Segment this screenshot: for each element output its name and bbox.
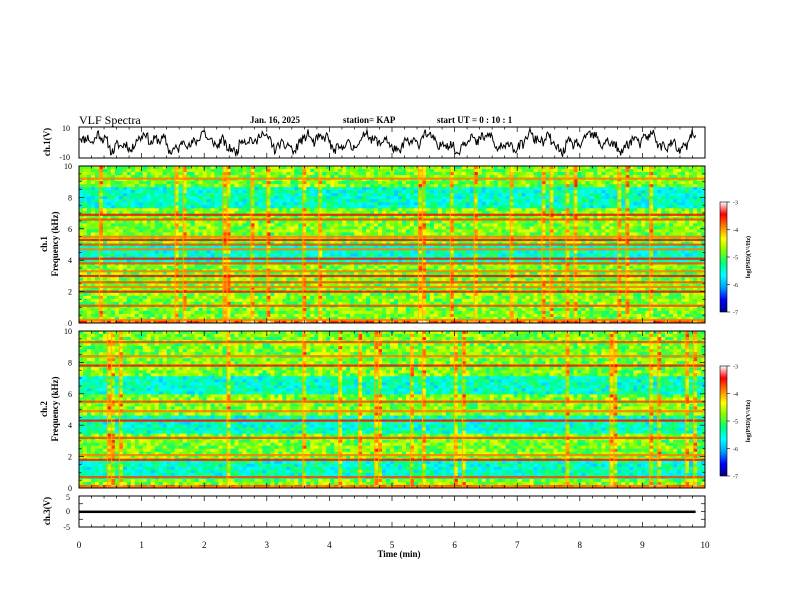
- x-tick-label: 3: [265, 540, 270, 550]
- ch2-colorbar: -3 -4 -5 -6 -7 log(PSD)(V²/Hz): [719, 365, 752, 481]
- x-tick-label: 10: [701, 540, 711, 550]
- x-tick-label: 9: [640, 540, 645, 550]
- x-tick-label: 2: [202, 540, 207, 550]
- station-label: station= KAP: [343, 115, 396, 125]
- spectral-band: [79, 213, 705, 216]
- freq-tick-label: 2: [68, 288, 72, 297]
- ch1-waveform-panel: 10 -10 ch.1(V): [42, 124, 706, 162]
- spectral-band: [79, 262, 705, 265]
- x-tick-label: 6: [452, 540, 457, 550]
- freq-tick-label: 8: [68, 358, 72, 367]
- ch1-waveform-line: [78, 126, 697, 157]
- spectral-band: [79, 341, 705, 344]
- date-label: Jan. 16, 2025: [250, 115, 301, 125]
- ch2-spectrogram-panel: 0 2 4 6 8 10 ch.2 Frequency (kHz) -3 -4 -5 -6 -7 …: [39, 327, 752, 493]
- colorbar-tick-label: -3: [733, 365, 738, 371]
- ch1-colorbar-label: log(PSD)(V²/Hz): [745, 236, 752, 278]
- spectral-band: [79, 290, 705, 293]
- spectral-band: [79, 270, 705, 273]
- freq-tick-label: 0: [68, 319, 72, 328]
- freq-tick-label: 10: [64, 327, 72, 336]
- freq-tick-label: 4: [68, 256, 72, 265]
- colorbar-tick-label: -3: [733, 201, 738, 207]
- spectral-band: [79, 281, 705, 284]
- spectral-band: [79, 243, 705, 246]
- spectral-band: [79, 257, 705, 260]
- colorbar-tick-label: -5: [733, 420, 738, 426]
- ch2-colorbar-label: log(PSD)(V²/Hz): [745, 400, 752, 442]
- spectral-band: [79, 419, 705, 422]
- ch3-waveform-band: [79, 510, 696, 514]
- ch3-waveform-panel: 5 0 -5 ch.3(V): [42, 493, 706, 532]
- ch1-waveform-ylabel: ch.1(V): [42, 128, 52, 156]
- spectral-band: [79, 235, 705, 238]
- freq-tick-label: 8: [68, 193, 72, 202]
- freq-tick-label: 6: [68, 390, 72, 399]
- spectral-band: [79, 436, 705, 439]
- spectral-band: [79, 238, 705, 241]
- freq-tick-label: 0: [68, 484, 72, 493]
- freq-tick-label: 4: [68, 421, 72, 430]
- ch2-spec-ylabel-freq: Frequency (kHz): [50, 376, 60, 441]
- ch3-ytick-mid: 0: [66, 507, 70, 516]
- ch1-spec-ylabel-channel: ch.1: [39, 236, 49, 252]
- colorbar-tick-label: -4: [733, 392, 738, 398]
- ch3-ytick-top: 5: [66, 493, 70, 502]
- colorbar-tick-label: -7: [733, 311, 738, 317]
- colorbar-tick-label: -5: [733, 256, 738, 262]
- x-tick-label: 5: [390, 540, 395, 550]
- ch3-ytick-bottom: -5: [63, 523, 70, 532]
- freq-tick-label: 10: [64, 162, 72, 171]
- x-axis-tick-labels: 0 1 2 3 4 5 6 7 8 9 10: [77, 540, 710, 550]
- colorbar-tick-label: -4: [733, 228, 738, 234]
- spectral-band: [79, 177, 705, 180]
- spectral-band: [79, 355, 705, 358]
- spectral-band: [79, 400, 705, 403]
- spectral-band: [79, 476, 705, 479]
- spectral-band: [79, 248, 705, 251]
- x-tick-label: 7: [515, 540, 520, 550]
- spectral-band: [79, 304, 705, 307]
- freq-tick-label: 2: [68, 453, 72, 462]
- freq-tick-label: 6: [68, 225, 72, 234]
- ch1-spectrogram-panel: 0 2 4 6 8 10 ch.1 Frequency (kHz) -3 -4 -5 -6 -7 …: [39, 162, 752, 328]
- spectral-band: [79, 285, 705, 289]
- start-ut-label: start UT = 0 : 10 : 1: [437, 115, 513, 125]
- figure-title: VLF Spectra: [79, 113, 141, 127]
- x-tick-label: 8: [578, 540, 583, 550]
- spectral-band: [79, 454, 705, 457]
- ch3-waveform-ylabel: ch.3(V): [42, 497, 52, 525]
- spectral-band: [79, 274, 705, 278]
- x-axis-label: Time (min): [377, 549, 420, 559]
- spectral-band: [79, 458, 705, 461]
- x-tick-label: 4: [327, 540, 332, 550]
- ch1-ytick-bottom: -10: [59, 153, 70, 162]
- colorbar-tick-label: -6: [733, 283, 738, 289]
- x-tick-label: 1: [139, 540, 144, 550]
- ch2-spec-ylabel-channel: ch.2: [39, 401, 49, 417]
- colorbar-tick-label: -7: [733, 475, 738, 481]
- ch1-colorbar: -3 -4 -5 -6 -7 log(PSD)(V²/Hz): [719, 201, 752, 317]
- ch1-ytick-top: 10: [62, 124, 70, 133]
- colorbar-tick-label: -6: [733, 447, 738, 453]
- ch1-spec-ylabel-freq: Frequency (kHz): [50, 211, 60, 276]
- spectral-band: [79, 410, 705, 413]
- x-tick-label: 0: [77, 540, 82, 550]
- spectral-band: [79, 364, 705, 367]
- spectral-band: [79, 218, 705, 221]
